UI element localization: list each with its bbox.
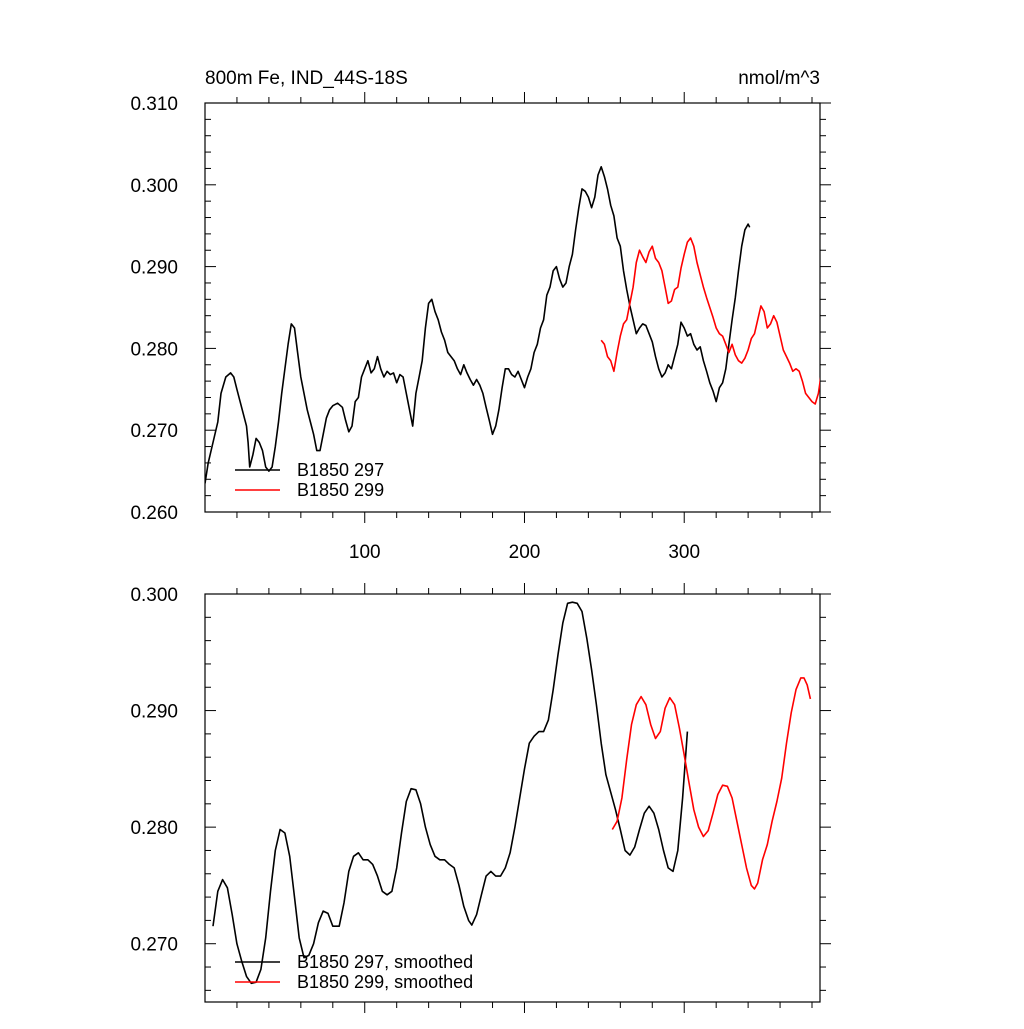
y-tick-label: 0.290 xyxy=(130,258,178,279)
y-tick-label: 0.300 xyxy=(130,585,178,606)
series-line-black xyxy=(212,601,689,985)
y-tick-label: 0.300 xyxy=(130,176,178,197)
legend-label: B1850 299 xyxy=(297,480,384,500)
y-tick-label: 0.270 xyxy=(130,935,178,956)
series-line-black xyxy=(205,166,751,484)
y-tick-label: 0.280 xyxy=(130,339,178,360)
x-tick-label: 100 xyxy=(349,542,381,563)
legend-label: B1850 299, smoothed xyxy=(297,972,473,992)
top-panel: 0.260 0.270 0.280 0.290 0.300 0.310 100 200 300 B… xyxy=(130,92,831,563)
x-tick-label: 200 xyxy=(509,542,541,563)
x-tick-label: 300 xyxy=(668,542,700,563)
legend-label: B1850 297 xyxy=(297,460,384,480)
y-tick-label: 0.280 xyxy=(130,818,178,839)
chart-units-label: nmol/m^3 xyxy=(738,68,820,89)
series-line-red xyxy=(600,237,820,405)
y-tick-label: 0.290 xyxy=(130,702,178,723)
legend-label: B1850 297, smoothed xyxy=(297,952,473,972)
series-line-red xyxy=(611,677,812,890)
chart-title: 800m Fe, IND_44S-18S xyxy=(205,68,408,89)
plot-frame xyxy=(204,593,821,1003)
plot-frame xyxy=(204,102,821,513)
y-tick-label: 0.310 xyxy=(130,94,178,115)
bottom-panel: 0.270 0.280 0.290 0.300 B1850 297, smoothedB… xyxy=(130,583,831,1013)
y-tick-label: 0.270 xyxy=(130,421,178,442)
y-tick-label: 0.260 xyxy=(130,503,178,524)
